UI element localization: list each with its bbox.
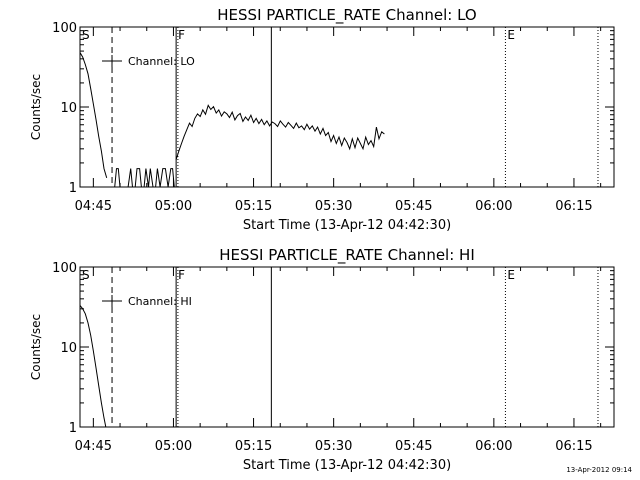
chart-title: HESSI PARTICLE_RATE Channel: LO: [217, 6, 476, 25]
x-tick-label: 06:00: [475, 439, 512, 454]
y-tick-label: 10: [60, 101, 77, 116]
y-tick-label: 1: [69, 181, 77, 196]
data-series-line: [175, 104, 385, 160]
event-marker-label: E: [507, 28, 515, 42]
event-marker-label: E: [507, 268, 515, 282]
y-tick-label: 100: [52, 261, 77, 276]
chart-panel-0: HESSI PARTICLE_RATE Channel: LO Counts/se…: [29, 6, 615, 233]
chart-panel-1: HESSI PARTICLE_RATE Channel: HI Counts/se…: [29, 246, 615, 473]
x-tick-label: 04:45: [75, 439, 112, 454]
x-tick-label: 05:45: [395, 439, 432, 454]
y-tick-label: 100: [52, 21, 77, 36]
event-marker-label: F: [178, 28, 185, 42]
data-series-line: [80, 305, 107, 427]
x-tick-label: 05:30: [315, 199, 352, 214]
y-axis-label: Counts/sec: [29, 314, 43, 380]
y-axis-label: Counts/sec: [29, 74, 43, 140]
x-axis-label: Start Time (13-Apr-12 04:42:30): [243, 218, 451, 233]
x-tick-label: 05:30: [315, 439, 352, 454]
x-tick-label: 05:15: [235, 439, 272, 454]
plot-timestamp: 13-Apr-2012 09:14: [566, 466, 632, 474]
x-tick-label: 06:15: [555, 199, 592, 214]
x-tick-label: 05:15: [235, 199, 272, 214]
data-series-line: [112, 168, 121, 187]
legend-label: Channel: HI: [128, 295, 192, 308]
x-tick-label: 05:00: [155, 199, 192, 214]
event-marker-label: S: [82, 268, 90, 282]
y-tick-label: 1: [69, 421, 77, 436]
x-axis-label: Start Time (13-Apr-12 04:42:30): [243, 458, 451, 473]
plot-frame: [79, 266, 615, 428]
plot-frame: [79, 26, 615, 188]
x-tick-label: 04:45: [75, 199, 112, 214]
x-tick-label: 06:00: [475, 199, 512, 214]
x-tick-label: 05:00: [155, 439, 192, 454]
y-tick-label: 10: [60, 341, 77, 356]
data-series-line: [80, 52, 108, 179]
data-series-line: [127, 168, 175, 187]
event-marker-label: F: [178, 268, 185, 282]
x-tick-label: 06:15: [555, 439, 592, 454]
x-tick-label: 05:45: [395, 199, 432, 214]
event-marker-label: S: [82, 28, 90, 42]
legend-label: Channel: LO: [128, 55, 195, 68]
chart-title: HESSI PARTICLE_RATE Channel: HI: [219, 246, 475, 265]
